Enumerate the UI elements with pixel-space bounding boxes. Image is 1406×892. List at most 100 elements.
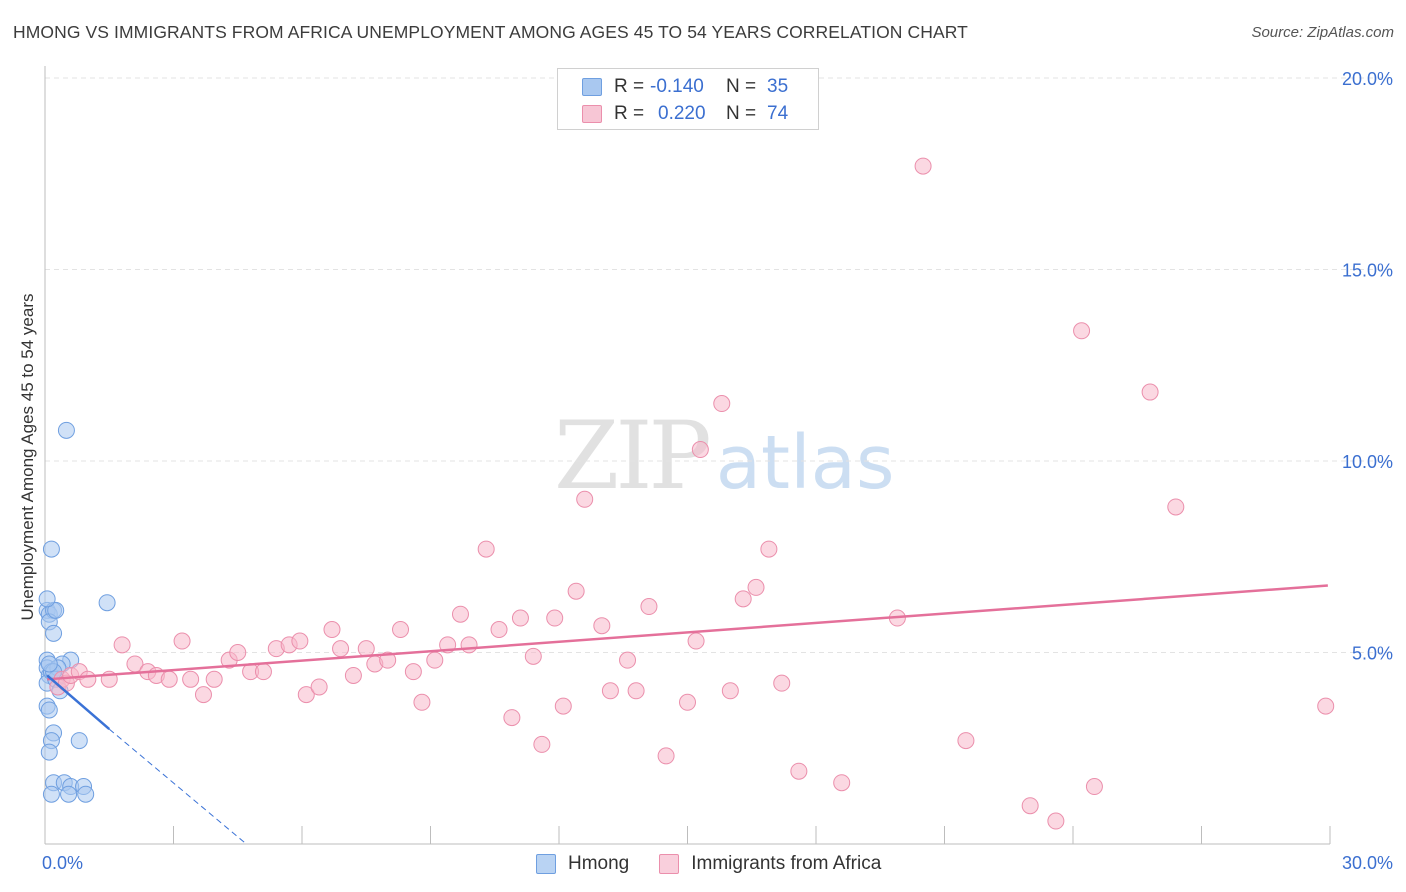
africa-point-58	[721, 682, 739, 700]
hmong-point-13	[57, 421, 75, 439]
africa-point-67	[957, 732, 975, 750]
africa-point-23	[297, 686, 315, 704]
africa-point-61	[760, 540, 778, 558]
africa-point-24	[310, 678, 328, 696]
africa-point-50	[619, 651, 637, 669]
hmong-r-label: R =	[614, 76, 645, 97]
hmong-n-value: 35	[767, 76, 789, 97]
legend-hmong-swatch	[536, 854, 556, 874]
watermark-atlas: atlas	[715, 420, 895, 506]
hmong-point-11	[38, 590, 56, 608]
africa-point-71	[1085, 778, 1103, 796]
hmong-point-26	[70, 732, 88, 750]
x-tick-label-0: 0.0%	[42, 853, 83, 873]
africa-point-7	[113, 636, 131, 654]
africa-point-72	[1141, 383, 1159, 401]
legend-row-hmong: R = -0.140 N = 35	[582, 74, 788, 100]
y-tick-label-2: 15.0%	[1342, 261, 1393, 281]
africa-point-25	[323, 621, 341, 639]
series-legend: Hmong Immigrants from Africa	[536, 852, 911, 876]
africa-point-5	[79, 670, 97, 688]
africa-point-56	[691, 441, 709, 459]
africa-point-13	[182, 670, 200, 688]
legend-item-hmong: Hmong	[536, 853, 629, 875]
correlation-legend: R = -0.140 N = 35 R = 0.220 N = 74	[557, 68, 819, 130]
africa-point-26	[332, 640, 350, 658]
x-tick-label-1: 30.0%	[1342, 853, 1393, 873]
legend-row-africa: R = 0.220 N = 74	[582, 101, 788, 127]
africa-point-55	[687, 632, 705, 650]
hmong-trend-line	[46, 674, 111, 731]
africa-trend-line	[47, 584, 1328, 681]
hmong-point-9	[45, 624, 63, 642]
africa-point-41	[511, 609, 529, 627]
africa-n-value: 74	[767, 103, 789, 124]
africa-point-12	[173, 632, 191, 650]
hmong-point-10	[47, 601, 65, 619]
africa-point-74	[1317, 697, 1335, 715]
africa-point-70	[1073, 322, 1091, 340]
africa-point-39	[490, 621, 508, 639]
africa-point-15	[205, 670, 223, 688]
africa-point-51	[627, 682, 645, 700]
africa-point-73	[1167, 498, 1185, 516]
africa-point-31	[392, 621, 410, 639]
chart-title: HMONG VS IMMIGRANTS FROM AFRICA UNEMPLOY…	[13, 22, 968, 42]
legend-hmong-label: Hmong	[568, 853, 630, 874]
legend-africa-label: Immigrants from Africa	[691, 853, 882, 874]
africa-point-68	[1021, 797, 1039, 815]
africa-point-46	[567, 582, 585, 600]
source-label: Source: ZipAtlas.com	[1251, 24, 1394, 41]
legend-item-africa: Immigrants from Africa	[659, 853, 881, 875]
africa-point-64	[833, 774, 851, 792]
africa-point-45	[554, 697, 572, 715]
hmong-swatch	[582, 78, 602, 96]
africa-point-37	[460, 636, 478, 654]
hmong-point-12	[42, 540, 60, 558]
hmong-point-20	[42, 785, 60, 803]
africa-point-44	[546, 609, 564, 627]
africa-point-60	[747, 578, 765, 596]
africa-point-11	[160, 670, 178, 688]
y-tick-label-3: 20.0%	[1342, 69, 1393, 89]
africa-point-53	[657, 747, 675, 765]
africa-point-40	[503, 709, 521, 727]
hmong-point-18	[40, 743, 58, 761]
africa-point-22	[291, 632, 309, 650]
hmong-point-34	[40, 655, 58, 673]
africa-point-69	[1047, 812, 1065, 830]
africa-point-52	[640, 598, 658, 616]
hmong-trend-extension	[108, 728, 247, 845]
africa-point-47	[576, 490, 594, 508]
africa-point-17	[229, 644, 247, 661]
africa-point-54	[679, 693, 696, 711]
africa-point-34	[426, 651, 444, 669]
africa-point-32	[404, 663, 422, 681]
africa-point-48	[593, 617, 611, 635]
africa-point-36	[451, 605, 469, 623]
africa-point-42	[524, 647, 542, 665]
africa-point-49	[601, 682, 619, 700]
hmong-point-25	[77, 785, 95, 803]
africa-point-30	[379, 651, 397, 669]
hmong-point-27	[98, 594, 116, 612]
africa-point-59	[734, 590, 752, 608]
africa-r-label: R =	[614, 103, 645, 124]
africa-point-19	[254, 663, 272, 681]
hmong-point-15	[40, 701, 58, 719]
africa-point-66	[914, 157, 932, 175]
y-tick-label-0: 5.0%	[1352, 644, 1393, 664]
africa-point-43	[533, 735, 551, 753]
africa-point-27	[344, 666, 362, 684]
africa-point-62	[773, 674, 791, 692]
africa-r-value: 0.220	[658, 103, 706, 124]
africa-point-57	[713, 395, 731, 413]
hmong-n-label: N =	[726, 76, 757, 97]
legend-africa-swatch	[659, 854, 680, 874]
africa-point-14	[194, 686, 212, 704]
hmong-r-value: -0.140	[650, 76, 704, 97]
y-tick-label-1: 10.0%	[1342, 452, 1393, 472]
africa-point-38	[477, 540, 495, 558]
africa-point-33	[413, 693, 431, 711]
africa-n-label: N =	[726, 103, 757, 124]
